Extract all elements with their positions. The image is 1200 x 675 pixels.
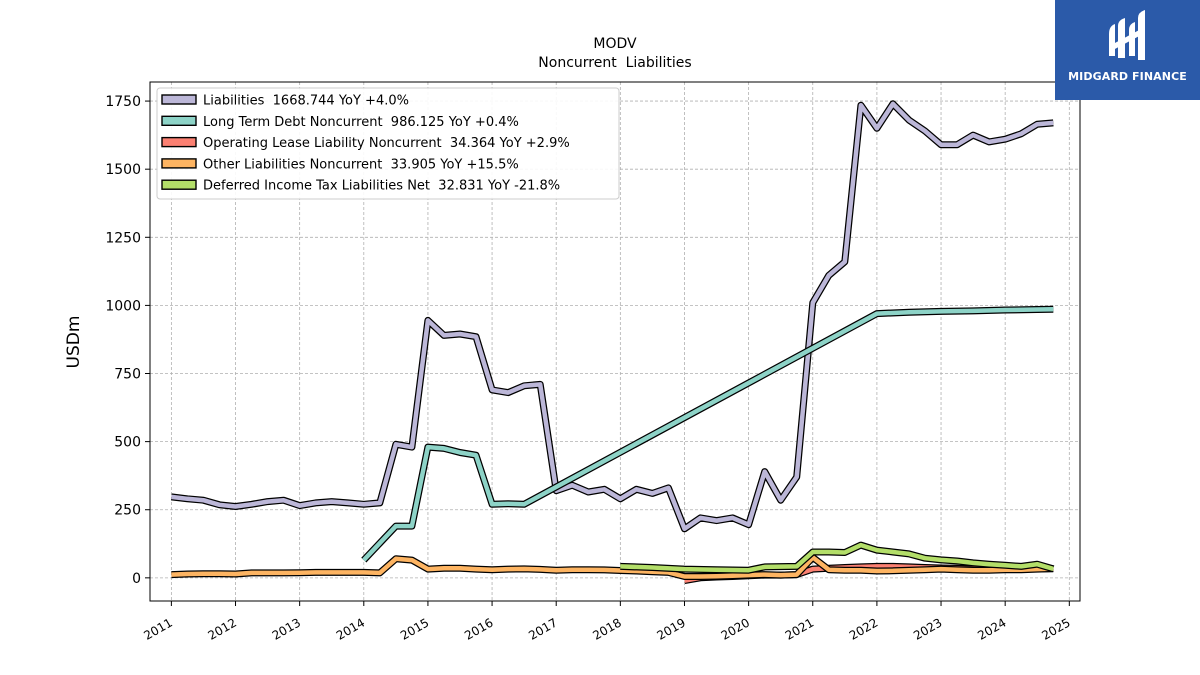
logo-mark-icon (1109, 10, 1145, 60)
legend-label: Liabilities 1668.744 YoY +4.0% (203, 94, 409, 109)
legend-label: Operating Lease Liability Noncurrent 34.… (203, 136, 570, 151)
legend-item: Long Term Debt Noncurrent 986.125 YoY +0… (161, 115, 519, 130)
series-line-3 (171, 553, 1054, 580)
legend-item: Liabilities 1668.744 YoY +4.0% (161, 94, 409, 109)
legend-item: Deferred Income Tax Liabilities Net 32.8… (161, 179, 560, 194)
y-axis-label: USDm (64, 316, 84, 369)
chart-title: MODV (593, 36, 637, 52)
legend-swatch (161, 158, 197, 169)
y-tick-label: 1000 (105, 298, 141, 314)
legend-label: Other Liabilities Noncurrent 33.905 YoY … (203, 157, 519, 172)
series-line-4 (620, 541, 1055, 574)
chart-subtitle: Noncurrent Liabilities (538, 55, 691, 71)
legend: Liabilities 1668.744 YoY +4.0% Long Term … (156, 87, 620, 200)
series-line-1 (361, 305, 1054, 563)
legend-label: Deferred Income Tax Liabilities Net 32.8… (203, 179, 560, 194)
y-tick-label: 0 (132, 571, 141, 587)
legend-label: Long Term Debt Noncurrent 986.125 YoY +0… (203, 115, 519, 130)
brand-logo: MIDGARD FINANCE (1055, 0, 1200, 100)
y-axis-ticks: 0 250 500 750 1000 1250 1500 1750 (105, 94, 150, 587)
y-tick-label: 500 (114, 435, 141, 451)
plot-frame (149, 81, 1081, 602)
legend-swatch (161, 179, 197, 190)
series-lines (170, 100, 1055, 585)
legend-item: Other Liabilities Noncurrent 33.905 YoY … (161, 157, 519, 172)
y-tick-label: 250 (114, 503, 141, 519)
legend-box (156, 87, 620, 200)
y-tick-label: 1500 (105, 162, 141, 178)
logo-text: MIDGARD FINANCE (1068, 70, 1187, 83)
legend-swatch (161, 94, 197, 105)
y-tick-label: 1750 (105, 94, 141, 110)
legend-item: Operating Lease Liability Noncurrent 34.… (161, 136, 570, 151)
y-tick-label: 1250 (105, 230, 141, 246)
legend-swatch (161, 115, 197, 127)
series-line-0 (170, 100, 1054, 533)
legend-swatch (161, 136, 197, 148)
y-tick-label: 750 (114, 367, 141, 383)
